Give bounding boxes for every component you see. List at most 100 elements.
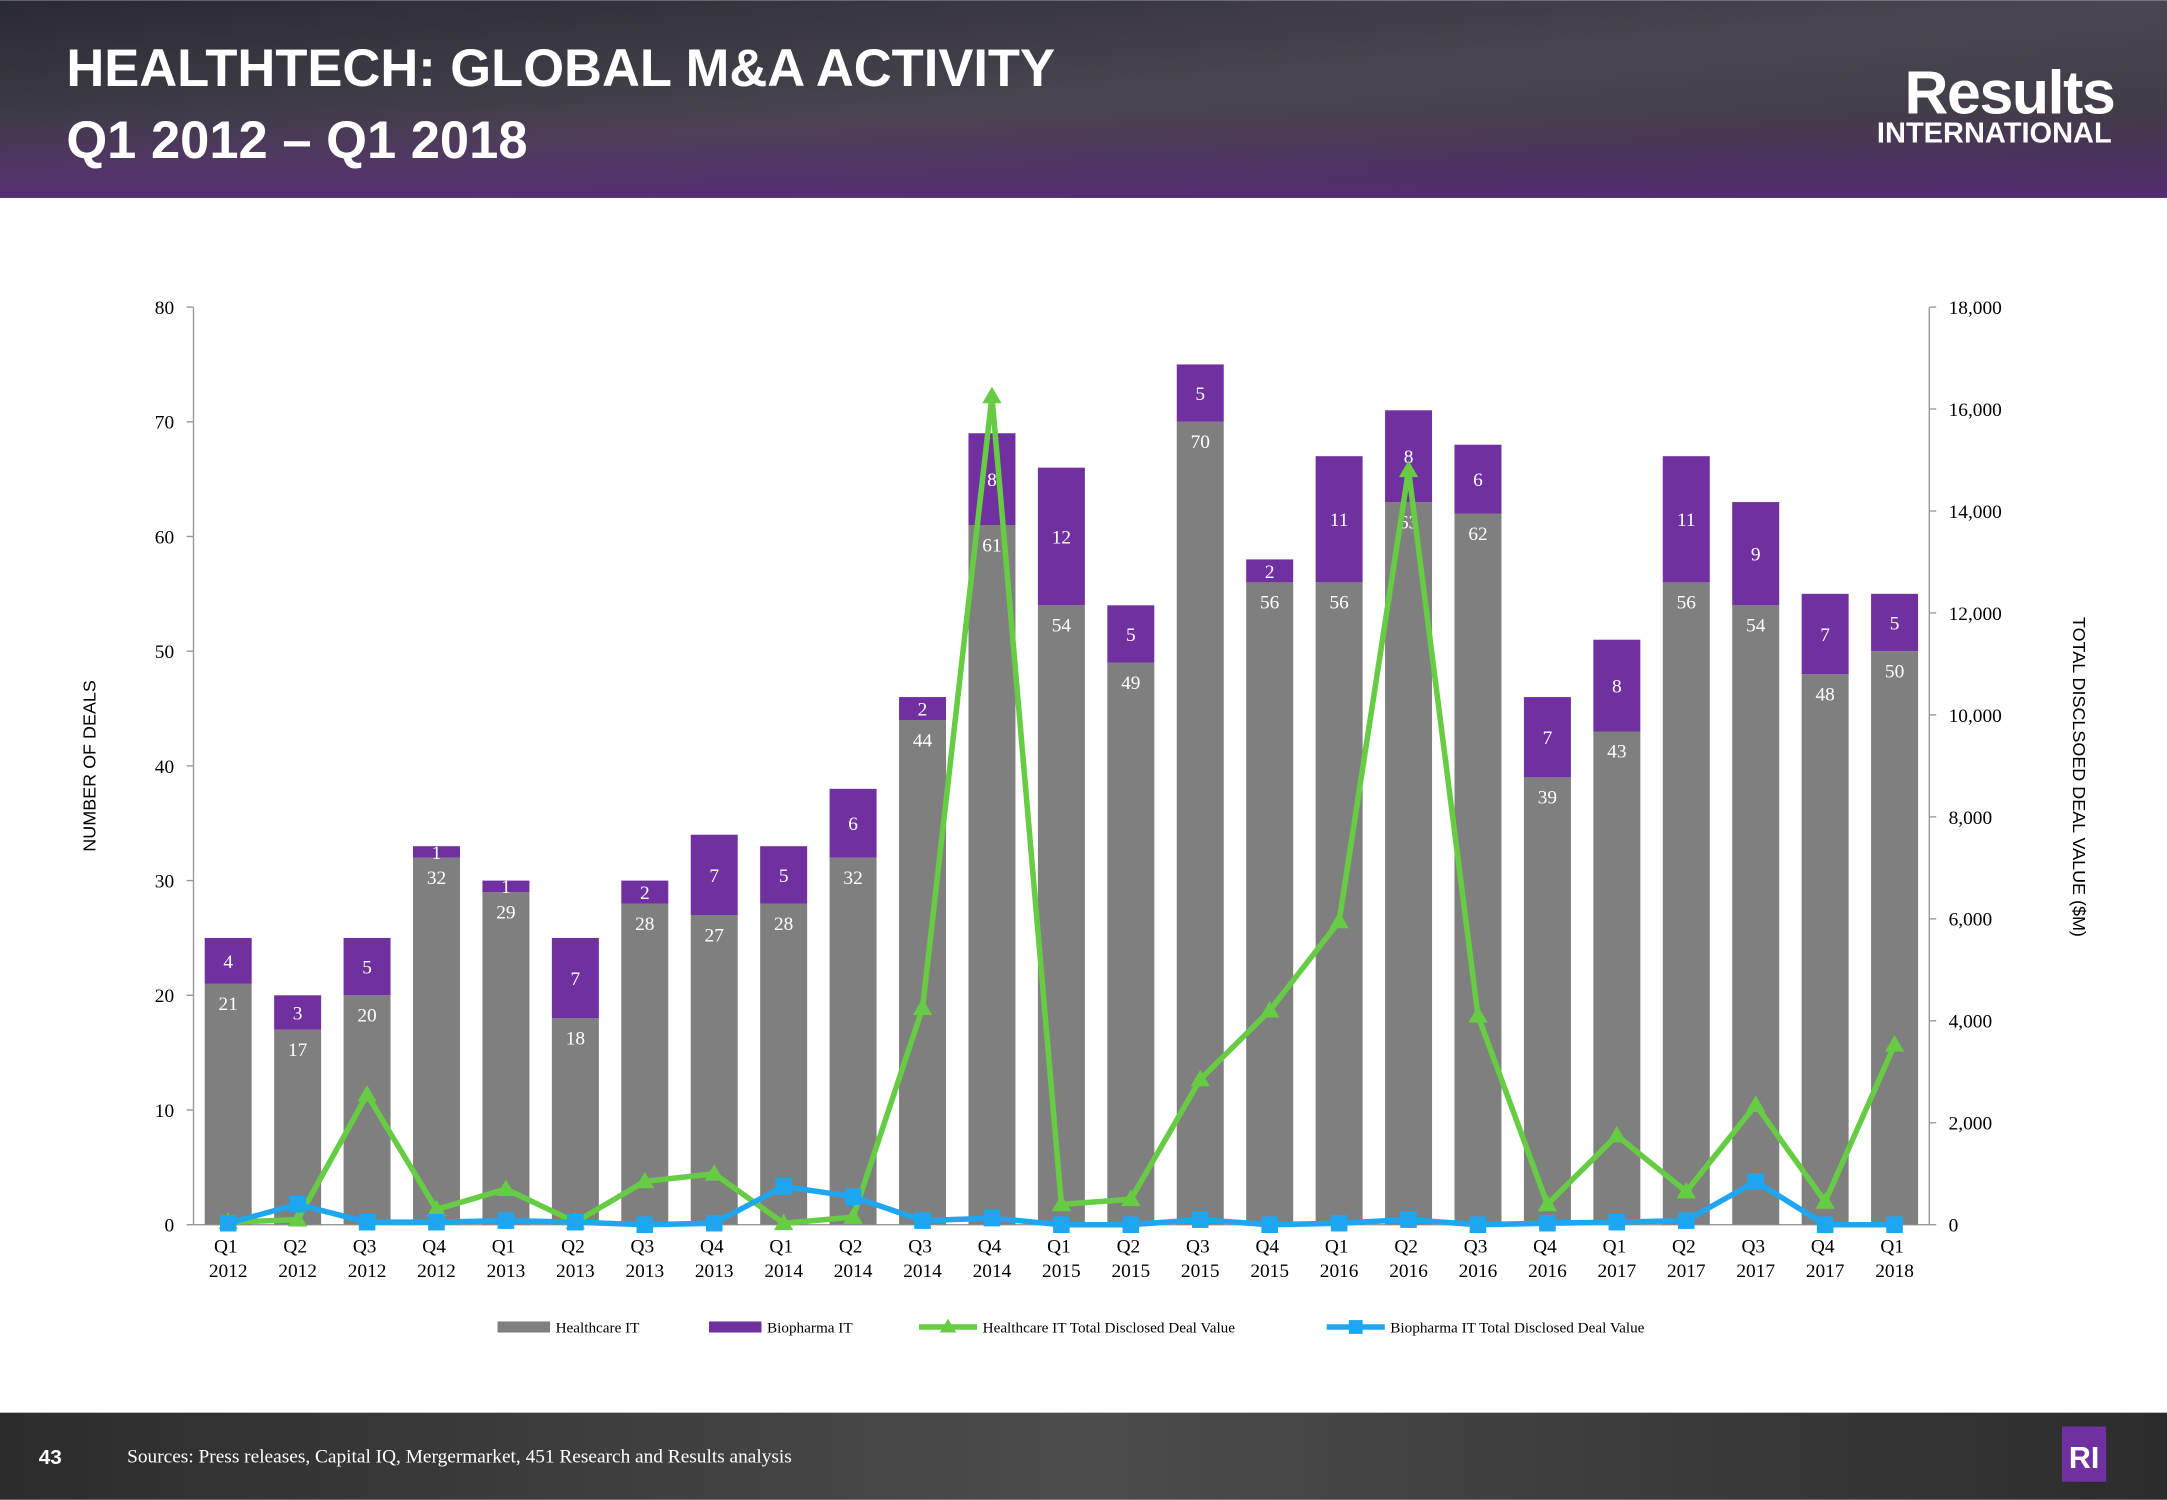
data-label: 1 xyxy=(432,843,442,864)
data-label: 11 xyxy=(1330,510,1349,531)
bar xyxy=(760,846,808,904)
y2-tick-label: 6,000 xyxy=(1949,910,1993,931)
data-label: 32 xyxy=(427,868,446,889)
data-label: 32 xyxy=(843,868,862,889)
marker xyxy=(983,1209,1001,1227)
data-label: 7 xyxy=(1543,728,1553,749)
marker xyxy=(1468,1006,1488,1023)
bar xyxy=(1593,731,1641,1225)
y-tick-label: 30 xyxy=(155,872,174,893)
x-tick-label: Q4 2014 xyxy=(973,1236,1012,1282)
marker xyxy=(1122,1216,1140,1234)
data-label: 43 xyxy=(1607,742,1626,763)
y2-tick-label: 12,000 xyxy=(1949,604,2002,625)
bar xyxy=(1801,593,1849,675)
bar xyxy=(204,983,252,1225)
slide-title: HEALTHTECH: GLOBAL M&A ACTIVITY xyxy=(66,39,1055,98)
x-tick-label: Q4 2012 xyxy=(417,1236,456,1282)
data-label: 49 xyxy=(1121,673,1140,694)
x-tick-label: Q1 2014 xyxy=(764,1236,803,1282)
legend-label: Biopharma IT xyxy=(767,1320,853,1337)
data-label: 8 xyxy=(1612,677,1622,698)
legend-label: Healthcare IT xyxy=(556,1320,641,1337)
marker xyxy=(1191,1211,1209,1228)
marker xyxy=(1747,1173,1765,1190)
y2-tick-label: 18,000 xyxy=(1949,298,2002,319)
data-label: 5 xyxy=(779,866,789,887)
data-label: 3 xyxy=(293,1003,303,1024)
bar xyxy=(551,937,599,1019)
marker xyxy=(1676,1181,1696,1199)
marker xyxy=(635,1171,655,1189)
marker xyxy=(1816,1216,1834,1234)
data-label: 17 xyxy=(288,1040,308,1061)
x-tick-label: Q4 2013 xyxy=(695,1236,734,1282)
marker xyxy=(705,1214,723,1232)
x-tick-label: Q2 2017 xyxy=(1667,1236,1706,1282)
marker xyxy=(358,1213,376,1231)
marker xyxy=(1330,1214,1348,1232)
bar xyxy=(413,846,460,858)
data-label: 2 xyxy=(1265,562,1275,583)
bar xyxy=(1593,639,1641,732)
marker xyxy=(914,1212,931,1229)
y2-tick-label: 0 xyxy=(1949,1216,1959,1237)
data-label: 7 xyxy=(571,969,581,990)
y2-axis-title: TOTAL DISCLSOED DEAL VALUE ($M) xyxy=(2069,617,2089,937)
bar xyxy=(1871,651,1919,1225)
data-label: 11 xyxy=(1677,510,1696,531)
x-tick-label: Q3 2012 xyxy=(348,1236,387,1282)
x-tick-label: Q3 2014 xyxy=(903,1236,942,1282)
marker xyxy=(289,1196,306,1213)
data-label: 2 xyxy=(918,699,928,720)
data-label: 44 xyxy=(913,730,933,751)
legend-label: Healthcare IT Total Disclosed Deal Value xyxy=(983,1320,1236,1337)
bar xyxy=(1037,605,1085,1225)
y-tick-label: 10 xyxy=(155,1101,174,1122)
legend-swatch xyxy=(497,1321,551,1333)
data-label: 70 xyxy=(1191,432,1210,453)
bar xyxy=(968,433,1016,526)
legend-marker xyxy=(939,1318,957,1333)
y-tick-label: 70 xyxy=(155,413,174,434)
y-tick-label: 50 xyxy=(155,642,174,663)
bar xyxy=(1107,605,1155,663)
data-label: 28 xyxy=(635,914,654,935)
data-label: 7 xyxy=(1820,625,1830,646)
y2-tick-label: 8,000 xyxy=(1949,808,1993,829)
y2-tick-label: 14,000 xyxy=(1949,502,2002,523)
y-tick-label: 0 xyxy=(164,1216,174,1237)
x-tick-label: Q4 2016 xyxy=(1528,1236,1567,1282)
bar xyxy=(482,892,530,1225)
bar xyxy=(621,903,669,1225)
data-label: 61 xyxy=(982,535,1001,556)
logo: Results xyxy=(1905,59,2115,127)
x-tick-label: Q1 2012 xyxy=(209,1236,248,1282)
marker xyxy=(287,1209,308,1227)
sources: Sources: Press releases, Capital IQ, Mer… xyxy=(127,1446,792,1467)
x-tick-label: Q1 2018 xyxy=(1875,1236,1914,1282)
bar xyxy=(343,995,391,1225)
marker xyxy=(1884,1035,1905,1052)
x-tick-label: Q2 2015 xyxy=(1111,1236,1150,1282)
bar xyxy=(1662,582,1710,1225)
y-axis-title: NUMBER OF DEALS xyxy=(79,680,99,852)
legend-marker xyxy=(1348,1320,1363,1334)
data-label: 62 xyxy=(1468,524,1487,545)
bar xyxy=(1037,467,1085,606)
marker xyxy=(982,386,1002,404)
bar xyxy=(1801,674,1849,1225)
bar xyxy=(551,1018,599,1225)
data-label: 1 xyxy=(501,877,511,898)
marker xyxy=(1539,1214,1556,1232)
badge-text: RI xyxy=(2069,1441,2099,1475)
bar xyxy=(1523,777,1571,1225)
bar xyxy=(968,525,1016,1225)
marker xyxy=(1608,1213,1626,1231)
bar xyxy=(274,995,322,1030)
marker xyxy=(357,1085,377,1102)
bar xyxy=(899,697,947,721)
marker xyxy=(1329,911,1349,929)
bar xyxy=(690,834,738,916)
